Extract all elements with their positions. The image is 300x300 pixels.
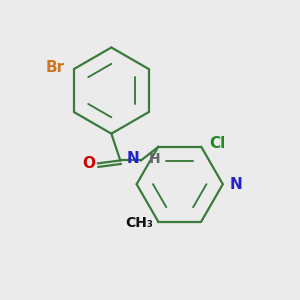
Text: O: O [82, 156, 95, 171]
Text: N: N [230, 177, 243, 192]
Text: N: N [127, 152, 140, 166]
Text: Br: Br [45, 60, 64, 75]
Text: H: H [148, 152, 160, 166]
Text: CH₃: CH₃ [125, 216, 153, 230]
Text: Cl: Cl [209, 136, 226, 152]
